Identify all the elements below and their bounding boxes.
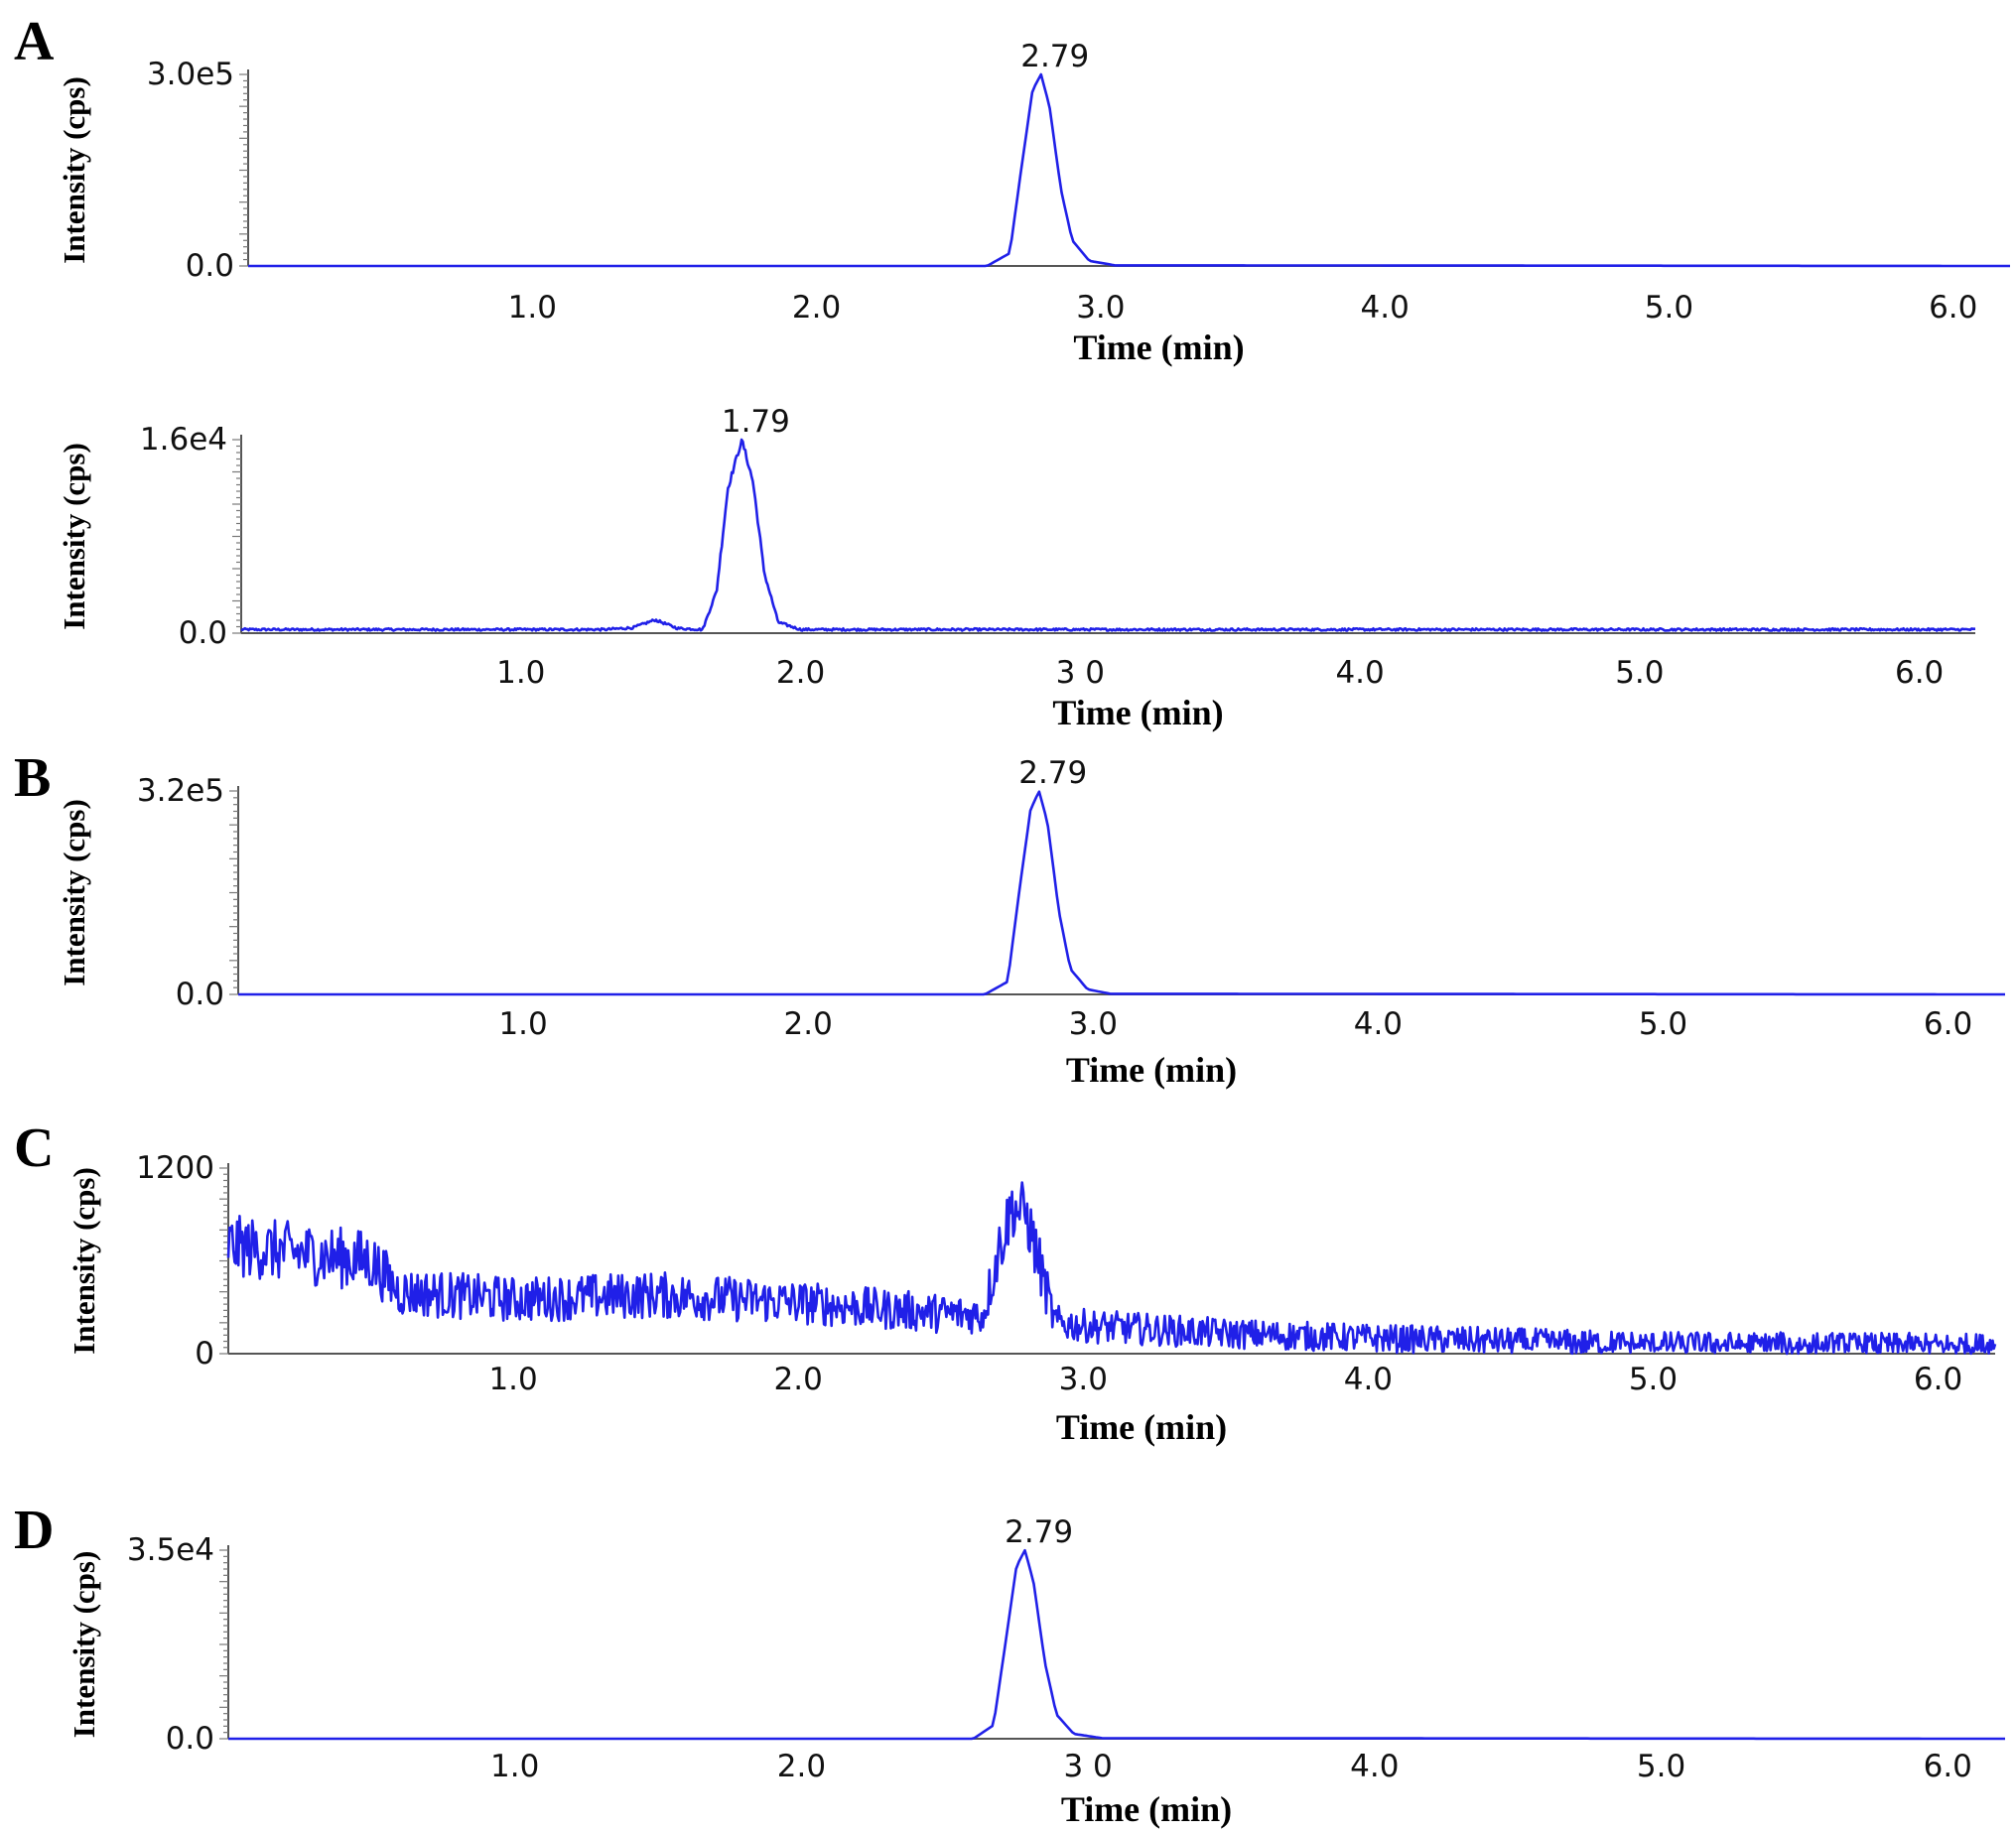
y-axis-label: Intensity (cps) [57,76,91,264]
y-tick-label: 1.6e4 [140,422,227,458]
y-minor-ticks [219,1167,228,1355]
y-tick-label: 3.5e4 [127,1532,214,1568]
chromatogram-trace [228,1548,2005,1741]
x-tick-label: 5.0 [1645,290,1693,326]
y-minor-ticks [232,439,241,634]
x-tick-label: 4.0 [1350,1749,1399,1784]
y-axis-label: Intensity (cps) [57,443,91,630]
y-tick-label: 3.2e5 [137,773,224,809]
y-tick-label: 3.0e5 [147,57,234,92]
y-axis-label: Intensity (cps) [57,799,91,986]
x-tick-label: 6.0 [1924,1749,1972,1784]
x-axis-label: Time (min) [1073,328,1244,367]
x-tick-label: 3.0 [1076,290,1125,326]
chromatogram-trace [248,72,2010,268]
x-tick-label: 1.0 [496,655,545,691]
y-axis-label: Intensity (cps) [67,1167,101,1355]
x-tick-label: 6.0 [1929,290,1977,326]
x-tick-label: 1.0 [488,1362,537,1397]
y-tick-label: 0.0 [186,248,234,284]
x-tick-label: 2.0 [777,1749,826,1784]
x-tick-label: 3.0 [1059,1362,1108,1397]
y-tick-label: 1200 [136,1150,214,1186]
chromatogram-trace [240,438,1976,632]
panel-letter: B [14,747,51,809]
y-minor-ticks [239,73,248,267]
x-tick-label: 5.0 [1637,1749,1685,1784]
panel-letter: D [14,1500,54,1561]
y-tick-label: 0 [195,1336,214,1372]
x-axis-label: Time (min) [1066,1050,1237,1090]
peak-retention-label: 2.79 [1005,1514,1073,1550]
x-axis-label: Time (min) [1052,693,1223,732]
chromatogram-trace [226,1181,1997,1356]
x-tick-label: 5.0 [1629,1362,1678,1397]
panel-letter: C [14,1117,54,1179]
x-tick-label: 3 0 [1063,1749,1112,1784]
x-tick-label: 1.0 [508,290,557,326]
x-axis-label: Time (min) [1056,1407,1227,1447]
x-tick-label: 4.0 [1354,1006,1403,1042]
chart-panel-2: Intensity (cps) 0.0 1.6e4 1.0 2.0 3 0 4.0 5.0 6.… [57,404,1976,732]
x-tick-label: 6.0 [1924,1006,1972,1042]
y-minor-ticks [219,1549,228,1740]
x-tick-label: 2.0 [792,290,841,326]
x-tick-label: 3 0 [1056,655,1105,691]
x-tick-label: 2.0 [784,1006,833,1042]
peak-retention-label: 2.79 [1018,755,1087,791]
chart-panel-4: C Intensity (cps) 0 1200 1.0 2.0 3.0 4.0 5.0 6.0 T… [14,1117,1997,1447]
x-tick-label: 4.0 [1361,290,1410,326]
x-tick-label: 2.0 [776,655,825,691]
y-minor-ticks [229,790,238,995]
x-tick-label: 5.0 [1639,1006,1687,1042]
x-tick-label: 3.0 [1069,1006,1118,1042]
y-tick-label: 0.0 [176,977,224,1012]
x-tick-label: 1.0 [490,1749,539,1784]
x-tick-label: 6.0 [1914,1362,1962,1397]
y-tick-label: 0.0 [179,615,227,651]
x-tick-label: 1.0 [498,1006,547,1042]
y-axis-label: Intensity (cps) [67,1551,101,1739]
chart-panel-5: D Intensity (cps) 0.0 3.5e4 1.0 2.0 3 0 4.0 5.0 6… [14,1500,2005,1829]
chromatogram-trace [238,790,2005,996]
x-tick-label: 6.0 [1895,655,1944,691]
x-tick-label: 5.0 [1615,655,1664,691]
panel-letter: A [14,11,55,72]
x-axis-label: Time (min) [1061,1789,1232,1829]
peak-retention-label: 1.79 [722,404,790,440]
x-tick-label: 4.0 [1344,1362,1393,1397]
peak-retention-label: 2.79 [1020,39,1089,74]
x-tick-label: 2.0 [774,1362,823,1397]
x-tick-label: 4.0 [1335,655,1384,691]
y-tick-label: 0.0 [166,1721,214,1757]
